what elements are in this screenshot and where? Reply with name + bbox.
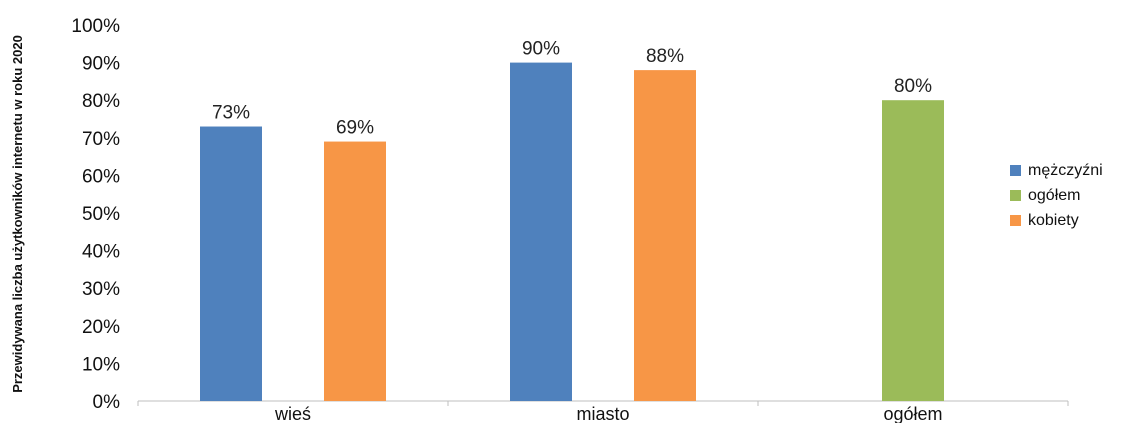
data-label: 90% [522,39,560,60]
legend-swatch [1010,165,1021,176]
bar [200,126,262,402]
data-labels: 73% 69% 90% 88% 80% [212,39,932,139]
category-label: ogółem [883,404,942,423]
bars [200,62,944,402]
y-tick-label: 70% [82,129,120,150]
y-axis-ticks: 0% 10% 20% 30% 40% 50% 60% 70% 80% 90% 100% [71,16,120,413]
y-tick-label: 90% [82,54,120,75]
data-label: 69% [336,118,374,139]
legend-label: mężczyźni [1028,162,1103,179]
legend-swatch [1010,215,1021,226]
category-labels: wieś miasto ogółem [274,404,943,423]
y-tick-label: 30% [82,279,120,300]
bar [510,62,572,401]
data-label: 88% [646,46,684,67]
x-axis-ticks [137,401,1069,406]
y-tick-label: 80% [82,91,120,112]
y-tick-label: 40% [82,242,120,263]
data-label: 73% [212,103,250,124]
data-label: 80% [894,76,932,97]
category-label: wieś [274,404,311,423]
y-tick-label: 0% [93,392,121,413]
legend-swatch [1010,190,1021,201]
category-label: miasto [576,404,629,423]
legend: mężczyźni ogółem kobiety [1010,162,1103,229]
y-tick-label: 20% [82,317,120,338]
bar [324,141,386,401]
y-tick-label: 60% [82,166,120,187]
y-axis-title: Przewidywana liczba użytkowników interne… [10,35,25,393]
y-tick-label: 100% [71,16,120,37]
legend-label: kobiety [1028,212,1079,229]
bar [634,70,696,402]
y-tick-label: 50% [82,204,120,225]
legend-label: ogółem [1028,187,1080,204]
y-tick-label: 10% [82,354,120,375]
bar [882,100,944,401]
